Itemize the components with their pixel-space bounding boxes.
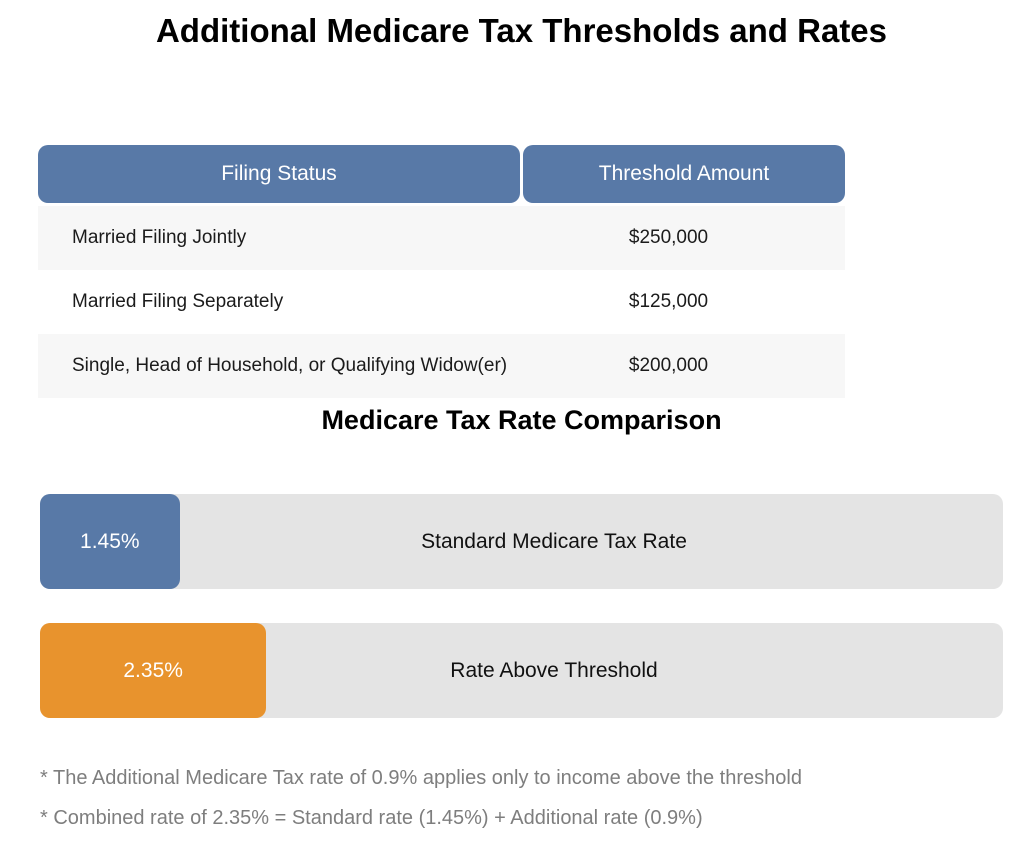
filing-status-cell: Single, Head of Household, or Qualifying… — [72, 355, 508, 376]
rate-bar-standard: Standard Medicare Tax Rate 1.45% — [40, 494, 1003, 589]
threshold-amount-cell: $250,000 — [628, 227, 709, 248]
footnotes: * The Additional Medicare Tax rate of 0.… — [40, 764, 1027, 832]
rate-comparison-chart: Standard Medicare Tax Rate 1.45% Rate Ab… — [40, 494, 1003, 718]
footnote-additional-rate: * The Additional Medicare Tax rate of 0.… — [40, 767, 802, 789]
comparison-section-title: Medicare Tax Rate Comparison — [321, 405, 722, 435]
table-row: Single, Head of Household, or Qualifying… — [38, 334, 845, 398]
table-body: Married Filing Jointly $250,000 Married … — [38, 206, 845, 398]
footnote-combined-rate: * Combined rate of 2.35% = Standard rate… — [40, 807, 703, 829]
column-header-filing-status: Filing Status — [38, 145, 520, 203]
bar-label: Standard Medicare Tax Rate — [421, 529, 687, 553]
rate-value-block: 2.35% — [40, 623, 267, 718]
filing-status-cell: Married Filing Separately — [72, 291, 284, 312]
table-header-row: Filing Status Threshold Amount — [38, 145, 845, 203]
page-title: Additional Medicare Tax Thresholds and R… — [155, 12, 888, 49]
threshold-amount-cell: $125,000 — [628, 291, 709, 312]
column-header-threshold-amount: Threshold Amount — [523, 145, 845, 203]
bar-label: Rate Above Threshold — [450, 658, 658, 682]
rate-value-block: 1.45% — [40, 494, 180, 589]
filing-status-cell: Married Filing Jointly — [72, 227, 247, 248]
threshold-table: Filing Status Threshold Amount Married F… — [38, 145, 845, 398]
rate-bar-above-threshold: Rate Above Threshold 2.35% — [40, 623, 1003, 718]
table-row: Married Filing Jointly $250,000 — [38, 206, 845, 270]
threshold-amount-cell: $200,000 — [628, 355, 709, 376]
table-row: Married Filing Separately $125,000 — [38, 270, 845, 334]
